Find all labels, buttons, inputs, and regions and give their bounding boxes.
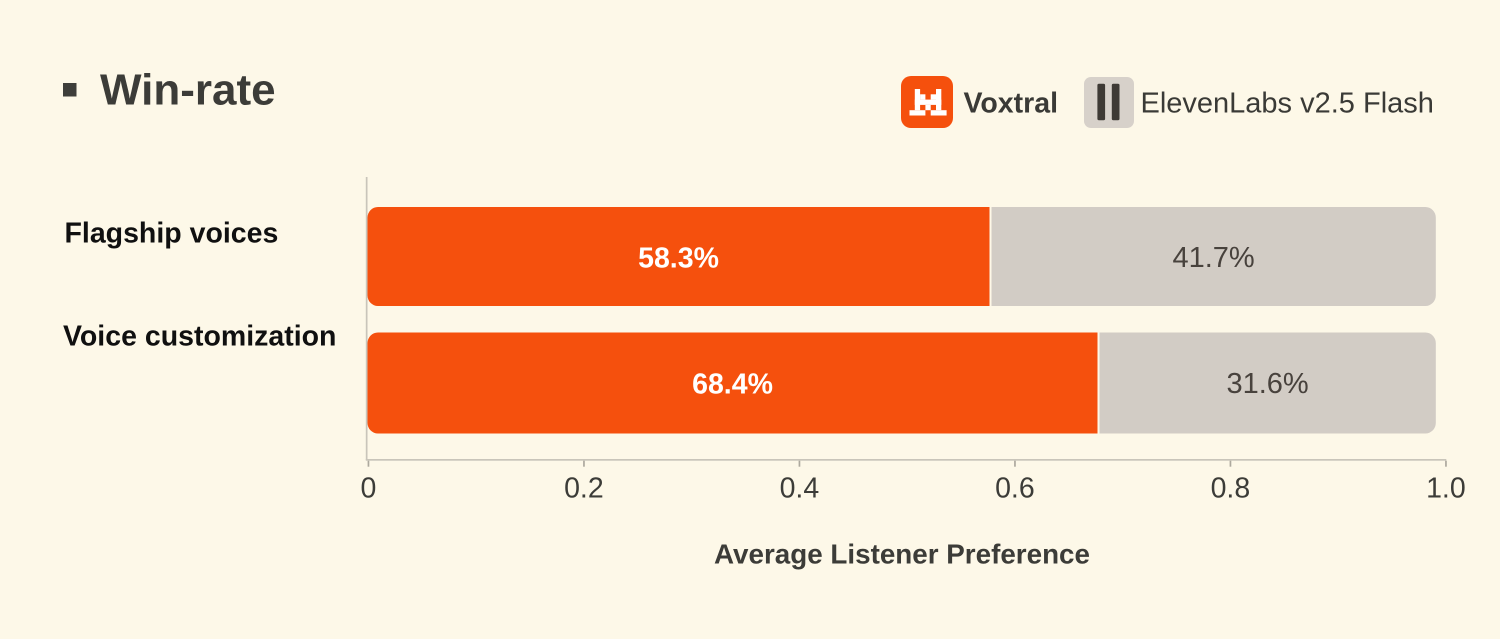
svg-text:0.6: 0.6 [995, 473, 1035, 505]
svg-text:31.6%: 31.6% [1226, 368, 1308, 400]
svg-text:0.2: 0.2 [564, 473, 604, 505]
svg-text:41.7%: 41.7% [1172, 242, 1254, 274]
svg-text:Average Listener Preference: Average Listener Preference [714, 539, 1090, 570]
svg-text:ElevenLabs v2.5 Flash: ElevenLabs v2.5 Flash [1141, 88, 1434, 120]
svg-text:1.0: 1.0 [1426, 473, 1466, 505]
svg-text:Flagship voices: Flagship voices [65, 218, 279, 250]
svg-text:Voice customization: Voice customization [63, 321, 336, 353]
svg-text:Win-rate: Win-rate [100, 66, 276, 115]
svg-text:Voxtral: Voxtral [964, 88, 1059, 120]
svg-text:58.3%: 58.3% [638, 243, 719, 275]
svg-text:0: 0 [360, 473, 376, 505]
svg-text:68.4%: 68.4% [692, 369, 773, 401]
svg-text:0.4: 0.4 [780, 473, 820, 505]
svg-text:0.8: 0.8 [1211, 473, 1251, 505]
